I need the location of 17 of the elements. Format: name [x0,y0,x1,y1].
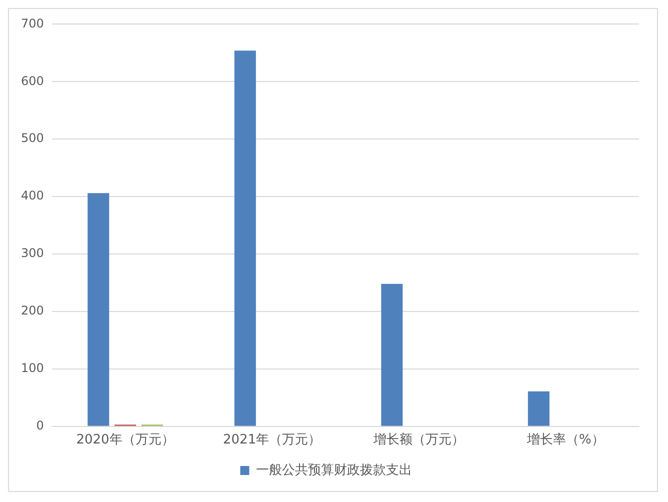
y-tick-label: 100 [21,361,44,376]
y-tick-label: 0 [36,418,44,433]
bar [381,284,403,426]
x-tick-label: 增长额（万元） [372,432,464,448]
y-tick-label: 700 [21,16,44,30]
x-tick-label: 2021年（万元） [223,432,322,448]
x-tick-label: 增长率（%） [526,432,604,448]
y-tick-label: 400 [21,188,44,203]
y-tick-label: 300 [21,246,44,260]
y-tick-label: 500 [21,131,44,146]
bar [234,50,256,426]
x-tick-label: 2020年（万元） [76,432,174,448]
y-tick-label: 600 [21,74,44,88]
y-tick-label: 200 [21,304,44,318]
bar [528,391,550,426]
legend-label: 一般公共预算财政拨款支出 [256,462,412,478]
bar [88,193,110,426]
